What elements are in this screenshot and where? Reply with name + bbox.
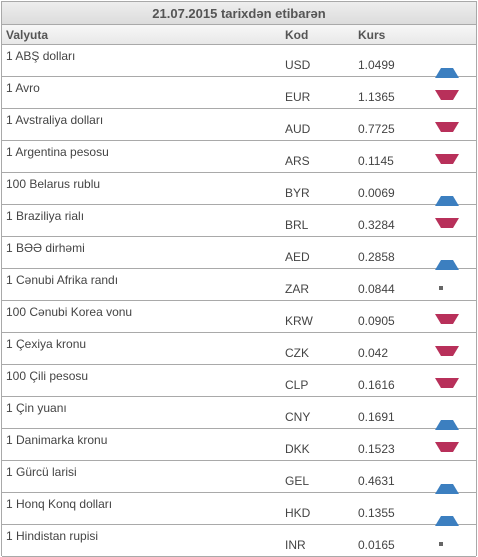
trend-up-icon bbox=[435, 58, 459, 78]
exchange-rate: 0.1523 bbox=[358, 442, 395, 456]
currency-name: 1 Honq Konq dolları bbox=[6, 497, 113, 511]
trend-up-icon bbox=[435, 474, 459, 494]
exchange-rate: 0.1145 bbox=[358, 154, 394, 168]
currency-code: AED bbox=[285, 250, 310, 264]
exchange-rate: 0.2858 bbox=[358, 250, 395, 264]
currency-code: GEL bbox=[285, 474, 310, 488]
currency-name: 1 Çin yuanı bbox=[6, 401, 67, 415]
currency-name: 1 ABŞ dolları bbox=[6, 49, 76, 63]
currency-code: KRW bbox=[285, 314, 313, 328]
table-header: Valyuta Kod Kurs bbox=[2, 25, 476, 45]
trend-up-icon bbox=[435, 250, 459, 270]
table-row: 1 Cənubi Afrika randı ZAR 0.0844 bbox=[2, 269, 476, 301]
table-row: 1 Hindistan rupisi INR 0.0165 bbox=[2, 525, 476, 557]
trend-down-icon bbox=[435, 442, 459, 462]
currency-name: 1 Braziliya rialı bbox=[6, 209, 85, 223]
trend-up-icon bbox=[435, 506, 459, 526]
table-row: 1 Danimarka kronu DKK 0.1523 bbox=[2, 429, 476, 461]
currency-code: INR bbox=[285, 538, 306, 552]
currency-code: BYR bbox=[285, 186, 310, 200]
currency-code: ARS bbox=[285, 154, 310, 168]
currency-name: 1 Gürcü larisi bbox=[6, 465, 77, 479]
currency-code: AUD bbox=[285, 122, 311, 136]
currency-name: 1 Argentina pesosu bbox=[6, 145, 109, 159]
currency-name: 1 Hindistan rupisi bbox=[6, 529, 99, 543]
table-row: 1 ABŞ dolları USD 1.0499 bbox=[2, 45, 476, 78]
currency-code: HKD bbox=[285, 506, 311, 520]
trend-down-icon bbox=[435, 346, 459, 366]
table-row: 1 Gürcü larisi GEL 0.4631 bbox=[2, 461, 476, 494]
trend-down-icon bbox=[435, 218, 459, 238]
currency-code: CZK bbox=[285, 346, 309, 360]
exchange-rate: 1.1365 bbox=[358, 90, 395, 104]
table-row: 1 Braziliya rialı BRL 0.3284 bbox=[2, 205, 476, 237]
exchange-rate: 0.3284 bbox=[358, 218, 395, 232]
table-row: 1 Çexiya kronu CZK 0.042 bbox=[2, 333, 476, 365]
exchange-rate: 0.1355 bbox=[358, 506, 395, 520]
currency-code: CNY bbox=[285, 410, 311, 424]
currency-name: 100 Çili pesosu bbox=[6, 369, 89, 383]
table-row: 1 Avstraliya dolları AUD 0.7725 bbox=[2, 109, 476, 141]
trend-down-icon bbox=[435, 378, 459, 398]
trend-down-icon bbox=[435, 154, 459, 174]
table-row: 1 Honq Konq dolları HKD 0.1355 bbox=[2, 493, 476, 526]
currency-code: USD bbox=[285, 58, 311, 72]
currency-name: 1 BƏƏ dirhəmi bbox=[6, 241, 85, 255]
exchange-rate: 0.0905 bbox=[358, 314, 395, 328]
exchange-rate: 0.4631 bbox=[358, 474, 395, 488]
table-row: 100 Çili pesosu CLP 0.1616 bbox=[2, 365, 476, 397]
table-body: 1 ABŞ dolları USD 1.0499 1 Avro EUR 1.1365 1 A… bbox=[2, 45, 476, 557]
currency-code: CLP bbox=[285, 378, 309, 392]
exchange-rate: 1.0499 bbox=[358, 58, 395, 72]
exchange-rate: 0.042 bbox=[358, 346, 389, 360]
table-row: 1 Çin yuanı CNY 0.1691 bbox=[2, 397, 476, 430]
currency-code: ZAR bbox=[285, 282, 309, 296]
trend-down-icon bbox=[435, 90, 459, 110]
column-header-code: Kod bbox=[285, 28, 309, 42]
currency-name: 1 Çexiya kronu bbox=[6, 337, 87, 351]
currency-name: 1 Avstraliya dolları bbox=[6, 113, 104, 127]
currency-name: 100 Cənubi Korea vonu bbox=[6, 305, 133, 319]
exchange-rate: 0.7725 bbox=[358, 122, 395, 136]
table-row: 100 Cənubi Korea vonu KRW 0.0905 bbox=[2, 301, 476, 333]
table-title: 21.07.2015 tarixdən etibarən bbox=[2, 1, 476, 25]
currency-code: BRL bbox=[285, 218, 309, 232]
currency-name: 1 Cənubi Afrika randı bbox=[6, 273, 119, 287]
table-row: 100 Belarus rublu BYR 0.0069 bbox=[2, 173, 476, 206]
exchange-rate: 0.0844 bbox=[358, 282, 395, 296]
trend-unchanged-icon bbox=[439, 542, 443, 546]
currency-name: 100 Belarus rublu bbox=[6, 177, 101, 191]
trend-up-icon bbox=[435, 186, 459, 206]
trend-unchanged-icon bbox=[439, 286, 443, 290]
column-header-currency: Valyuta bbox=[6, 28, 49, 42]
column-header-rate: Kurs bbox=[358, 28, 386, 42]
currency-code: DKK bbox=[285, 442, 310, 456]
currency-code: EUR bbox=[285, 90, 311, 104]
trend-down-icon bbox=[435, 314, 459, 334]
exchange-rate: 0.0165 bbox=[358, 538, 395, 552]
exchange-rate: 0.0069 bbox=[358, 186, 395, 200]
exchange-rate: 0.1616 bbox=[358, 378, 395, 392]
exchange-rate: 0.1691 bbox=[358, 410, 395, 424]
table-row: 1 Argentina pesosu ARS 0.1145 bbox=[2, 141, 476, 173]
currency-name: 1 Danimarka kronu bbox=[6, 433, 108, 447]
table-row: 1 Avro EUR 1.1365 bbox=[2, 77, 476, 109]
table-row: 1 BƏƏ dirhəmi AED 0.2858 bbox=[2, 237, 476, 270]
trend-up-icon bbox=[435, 410, 459, 430]
trend-down-icon bbox=[435, 122, 459, 142]
currency-name: 1 Avro bbox=[6, 81, 40, 95]
